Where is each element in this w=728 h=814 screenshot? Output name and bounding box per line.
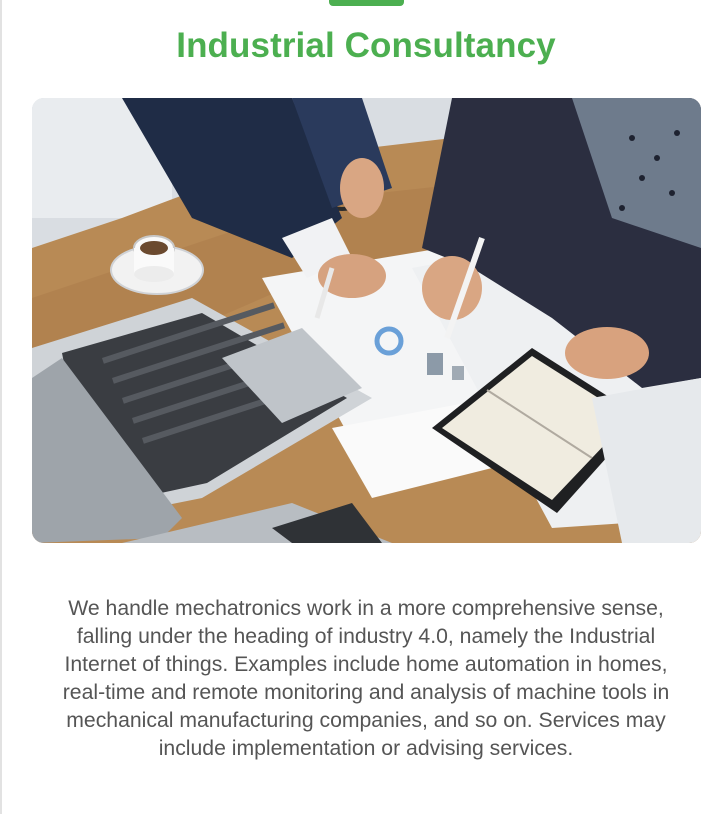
top-accent-bar bbox=[329, 0, 404, 6]
service-description: We handle mechatronics work in a more co… bbox=[62, 597, 670, 760]
page-left-border bbox=[0, 0, 2, 814]
page-title: Industrial Consultancy bbox=[176, 26, 556, 65]
business-meeting-photo bbox=[32, 98, 701, 543]
